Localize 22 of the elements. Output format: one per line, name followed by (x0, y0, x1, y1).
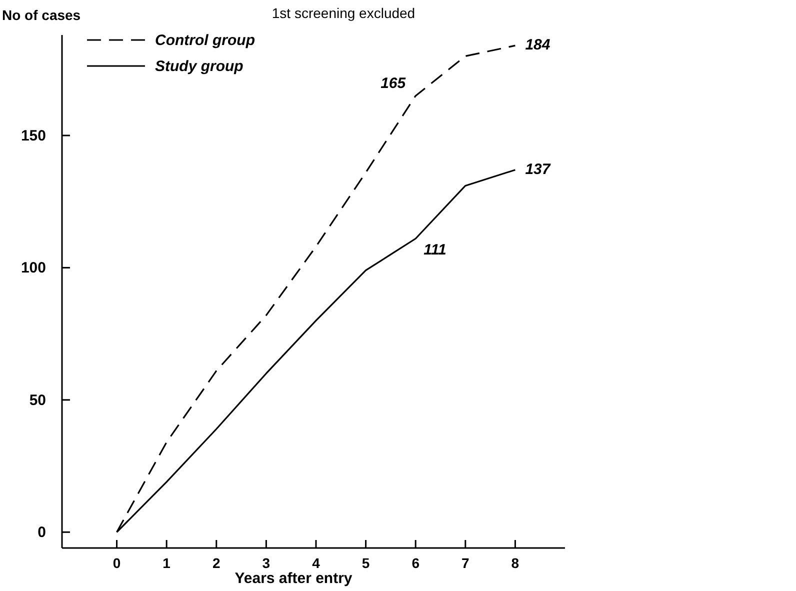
y-tick-label: 150 (20, 127, 46, 144)
x-tick-label: 5 (362, 555, 370, 571)
y-axis-title: No of cases (2, 7, 81, 23)
data-label: 111 (424, 242, 446, 259)
legend-label: Study group (155, 58, 244, 75)
x-tick-label: 4 (312, 555, 320, 571)
x-axis-title: Years after entry (234, 570, 353, 587)
legend-label: Control group (155, 32, 255, 49)
y-tick-label: 50 (29, 392, 46, 409)
data-label: 165 (380, 74, 406, 92)
x-tick-label: 1 (162, 555, 171, 571)
y-tick-label: 0 (38, 524, 46, 542)
x-tick-label: 2 (212, 555, 220, 571)
x-tick-label: 0 (112, 555, 121, 571)
y-tick-label: 100 (20, 260, 46, 277)
x-tick-label: 8 (511, 555, 520, 571)
data-label: 137 (525, 160, 551, 178)
x-tick-label: 6 (412, 555, 420, 571)
x-tick-label: 7 (462, 555, 470, 571)
data-label: 184 (525, 36, 551, 54)
chart-title: 1st screening excluded (272, 5, 416, 21)
x-tick-label: 3 (262, 555, 270, 571)
